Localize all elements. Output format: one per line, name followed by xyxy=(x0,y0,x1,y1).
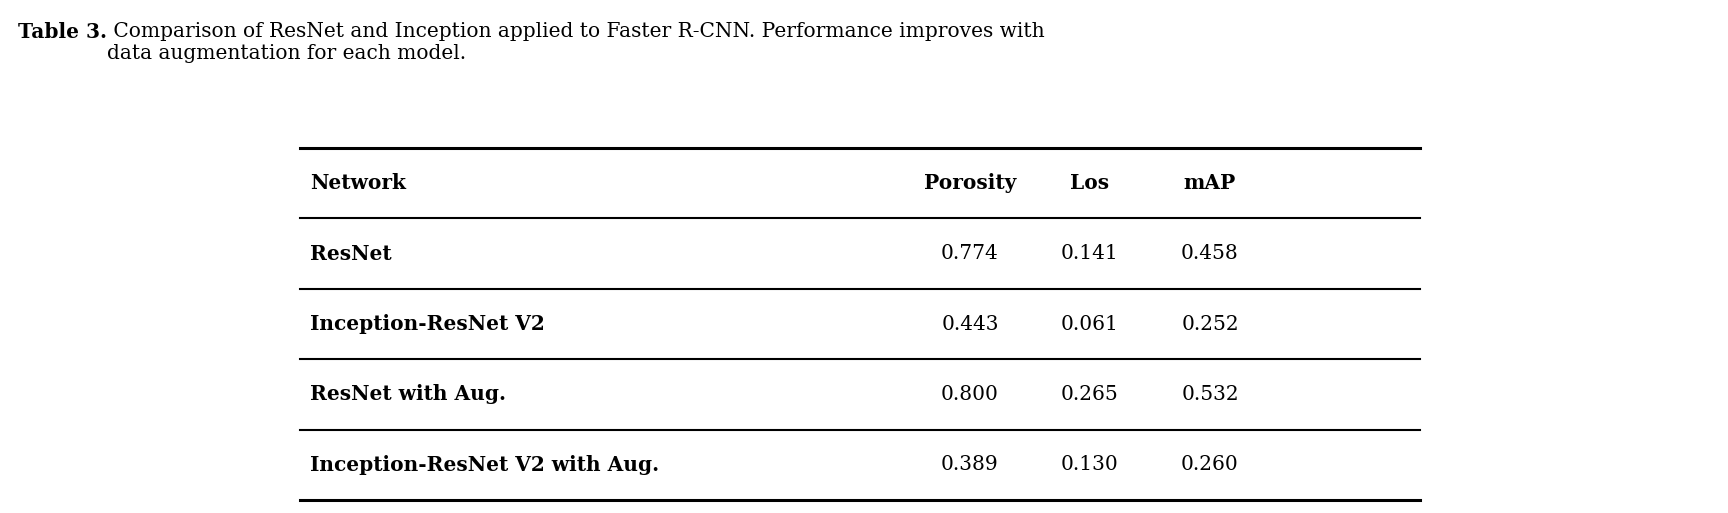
Text: 0.774: 0.774 xyxy=(942,244,999,263)
Text: ResNet with Aug.: ResNet with Aug. xyxy=(309,384,506,404)
Text: 0.130: 0.130 xyxy=(1061,456,1118,475)
Text: 0.532: 0.532 xyxy=(1182,385,1239,404)
Text: Porosity: Porosity xyxy=(924,173,1016,193)
Text: 0.800: 0.800 xyxy=(942,385,999,404)
Text: 0.458: 0.458 xyxy=(1182,244,1239,263)
Text: mAP: mAP xyxy=(1184,173,1236,193)
Text: Network: Network xyxy=(309,173,406,193)
Text: Inception-ResNet V2: Inception-ResNet V2 xyxy=(309,314,544,334)
Text: Los: Los xyxy=(1070,173,1109,193)
Text: 0.260: 0.260 xyxy=(1182,456,1239,475)
Text: 0.389: 0.389 xyxy=(942,456,999,475)
Text: Table 3.: Table 3. xyxy=(17,22,107,42)
Text: Comparison of ResNet and Inception applied to Faster R-CNN. Performance improves: Comparison of ResNet and Inception appli… xyxy=(107,22,1045,63)
Text: 0.443: 0.443 xyxy=(942,314,999,333)
Text: 0.141: 0.141 xyxy=(1061,244,1118,263)
Text: 0.061: 0.061 xyxy=(1061,314,1120,333)
Text: 0.265: 0.265 xyxy=(1061,385,1118,404)
Text: 0.252: 0.252 xyxy=(1182,314,1239,333)
Text: Inception-ResNet V2 with Aug.: Inception-ResNet V2 with Aug. xyxy=(309,455,658,475)
Text: ResNet: ResNet xyxy=(309,244,392,264)
